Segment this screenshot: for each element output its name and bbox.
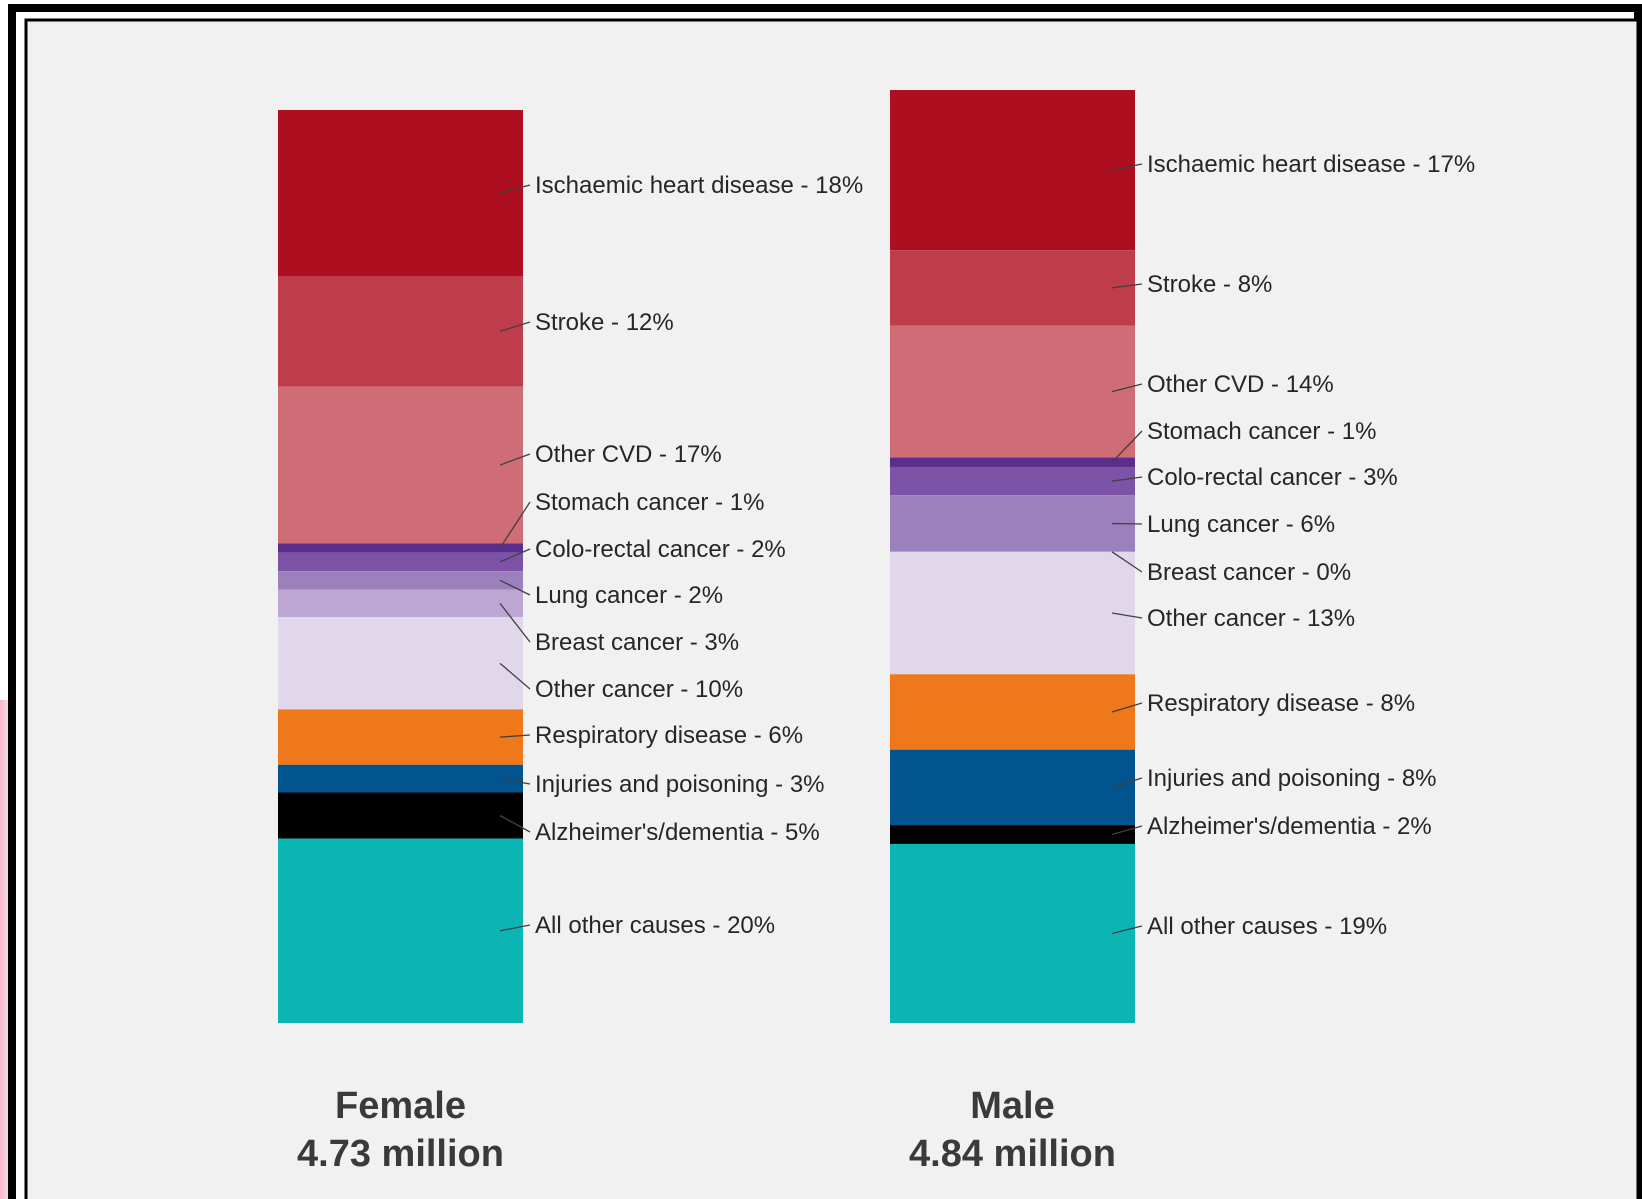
female-leader-line-other-cancer: [499, 662, 531, 690]
female-label-stroke: Stroke - 12%: [535, 309, 674, 336]
female-leader-line-other-cvd: [499, 453, 531, 466]
female-segment-breast: [278, 589, 523, 618]
male-segment-other-causes: [890, 843, 1135, 1023]
female-total-label: 4.73 million: [297, 1133, 504, 1175]
male-leader-line-ischaemic: [1111, 163, 1143, 171]
female-leader-line-respiratory: [499, 734, 531, 738]
male-label-stroke: Stroke - 8%: [1147, 271, 1272, 298]
female-leader-line-injuries: [499, 777, 531, 785]
female-segment-other-cancer: [278, 617, 523, 710]
male-label-other-cvd: Other CVD - 14%: [1147, 371, 1334, 398]
male-label-respiratory: Respiratory disease - 8%: [1147, 690, 1415, 717]
female-label-lung: Lung cancer - 2%: [535, 582, 723, 609]
male-segment-lung: [890, 495, 1135, 552]
male-leader-line-other-cvd: [1111, 383, 1143, 393]
male-leader-line-injuries: [1111, 777, 1143, 789]
female-label-respiratory: Respiratory disease - 6%: [535, 722, 803, 749]
female-leader-line-other-causes: [499, 924, 531, 932]
male-leader-line-other-causes: [1111, 925, 1143, 935]
female-label-injuries: Injuries and poisoning - 3%: [535, 771, 825, 798]
male-label-injuries: Injuries and poisoning - 8%: [1147, 765, 1437, 792]
male-leader-line-breast: [1111, 551, 1143, 573]
female-leader-line-stroke: [499, 321, 531, 332]
female-segment-lung: [278, 571, 523, 590]
female-label-alzheimers: Alzheimer's/dementia - 5%: [535, 819, 820, 846]
female-segment-injuries: [278, 764, 523, 793]
female-label-other-cvd: Other CVD - 17%: [535, 441, 722, 468]
female-leader-line-ischaemic: [499, 184, 531, 194]
female-leader-line-stomach: [499, 501, 531, 549]
female-leader-line-alzheimers: [499, 814, 531, 833]
male-segment-stomach: [890, 457, 1135, 467]
female-segment-other-cvd: [278, 386, 523, 544]
male-segment-alzheimers: [890, 825, 1135, 844]
male-label-colorectal: Colo-rectal cancer - 3%: [1147, 464, 1398, 491]
female-segment-other-causes: [278, 838, 523, 1023]
female-leader-line-colorectal: [499, 548, 531, 563]
female-label-ischaemic: Ischaemic heart disease - 18%: [535, 172, 863, 199]
male-segment-injuries: [890, 749, 1135, 826]
female-segment-respiratory: [278, 709, 523, 765]
female-label-stomach: Stomach cancer - 1%: [535, 489, 764, 516]
male-total-label: 4.84 million: [909, 1133, 1116, 1175]
male-leader-line-colorectal: [1111, 476, 1143, 482]
male-leader-line-stroke: [1111, 283, 1143, 289]
male-label-alzheimers: Alzheimer's/dementia - 2%: [1147, 813, 1432, 840]
male-leader-line-stomach: [1111, 430, 1143, 463]
female-leader-line-lung: [499, 579, 531, 596]
male-segment-other-cvd: [890, 325, 1135, 458]
female-segment-ischaemic: [278, 110, 523, 276]
male-label-lung: Lung cancer - 6%: [1147, 511, 1335, 538]
female-segment-stroke: [278, 276, 523, 387]
male-category-label: Male: [970, 1085, 1054, 1127]
male-segment-colorectal: [890, 466, 1135, 496]
male-label-other-cancer: Other cancer - 13%: [1147, 605, 1355, 632]
male-label-breast: Breast cancer - 0%: [1147, 559, 1351, 586]
female-label-other-causes: All other causes - 20%: [535, 912, 775, 939]
female-leader-line-breast: [499, 602, 531, 643]
female-segment-colorectal: [278, 552, 523, 572]
male-segment-stroke: [890, 250, 1135, 326]
male-label-stomach: Stomach cancer - 1%: [1147, 418, 1376, 445]
labels-layer: Ischaemic heart disease - 18% Stroke - 12…: [297, 151, 1475, 1175]
male-segment-ischaemic: [890, 90, 1135, 251]
male-segment-other-cancer: [890, 551, 1135, 675]
female-label-breast: Breast cancer - 3%: [535, 629, 739, 656]
female-category-label: Female: [335, 1085, 466, 1127]
female-segment-stomach: [278, 543, 523, 553]
male-label-other-causes: All other causes - 19%: [1147, 913, 1387, 940]
male-segment-respiratory: [890, 674, 1135, 750]
male-leader-line-alzheimers: [1111, 825, 1143, 836]
male-label-ischaemic: Ischaemic heart disease - 17%: [1147, 151, 1475, 178]
male-leader-line-respiratory: [1111, 702, 1143, 713]
female-segment-alzheimers: [278, 792, 523, 839]
bars-layer: [278, 90, 1135, 1023]
male-leader-line-other-cancer: [1111, 612, 1143, 619]
female-label-other-cancer: Other cancer - 10%: [535, 676, 743, 703]
female-label-colorectal: Colo-rectal cancer - 2%: [535, 536, 786, 563]
